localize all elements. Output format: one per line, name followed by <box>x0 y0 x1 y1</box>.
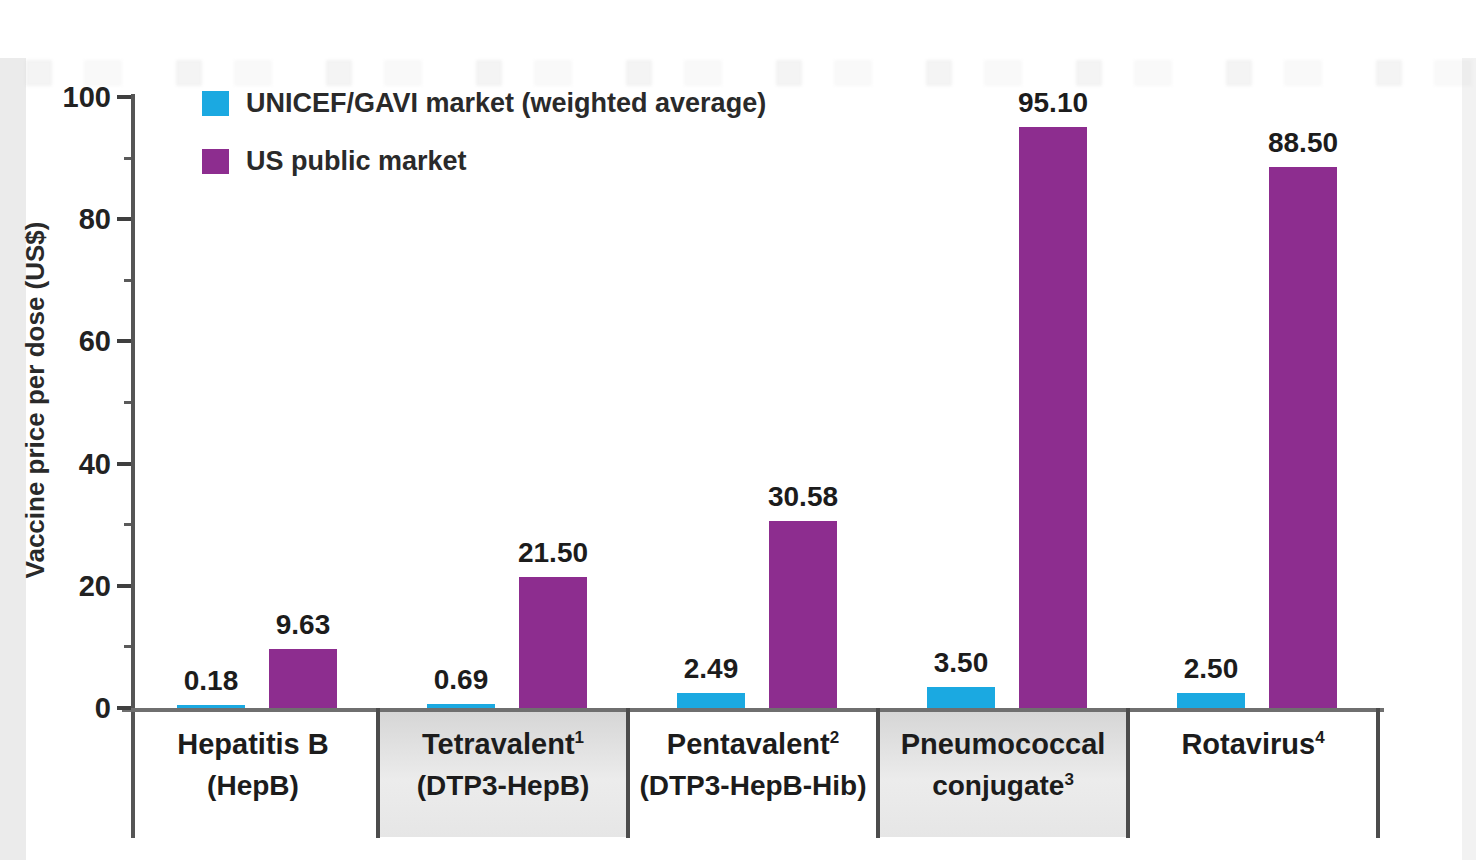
legend-label: US public market <box>246 146 467 177</box>
category-divider-line <box>1126 708 1130 838</box>
bar-unicef-gavi <box>927 687 995 708</box>
bar-value-label: 0.18 <box>141 665 281 697</box>
bar-value-label: 30.58 <box>733 481 873 513</box>
bar-us-public <box>519 577 587 708</box>
category-subname: (DTP3-HepB) <box>417 770 590 801</box>
category-label: Rotavirus4 <box>1128 728 1378 761</box>
legend-item: UNICEF/GAVI market (weighted average) <box>202 88 766 119</box>
category-name: Pentavalent <box>667 728 830 760</box>
bar-value-label: 9.63 <box>233 609 373 641</box>
category-footnote-marker: 1 <box>575 728 584 747</box>
category-divider-line <box>1376 708 1380 838</box>
category-label: Pentavalent2 <box>628 728 878 761</box>
category-subname: conjugate <box>932 770 1064 801</box>
y-tick-label: 20 <box>41 571 111 601</box>
legend-swatch-icon <box>202 91 229 116</box>
bar-unicef-gavi <box>1177 693 1245 708</box>
category-label: Hepatitis B <box>128 728 378 761</box>
category-sublabel: conjugate3 <box>878 770 1128 802</box>
right-margin-strip <box>1462 58 1476 860</box>
category-label: Pneumococcal <box>878 728 1128 761</box>
y-tick-major <box>117 706 131 710</box>
bar-us-public <box>1269 167 1337 708</box>
category-sublabel: (DTP3-HepB-Hib) <box>628 770 878 802</box>
y-tick-major <box>117 217 131 221</box>
y-tick-label: 100 <box>41 82 111 112</box>
category-label: Tetravalent1 <box>378 728 628 761</box>
bar-unicef-gavi <box>427 704 495 708</box>
top-artifact-band <box>26 60 1476 86</box>
bar-value-label: 3.50 <box>891 647 1031 679</box>
y-tick-major <box>117 339 131 343</box>
bar-us-public <box>769 521 837 708</box>
category-sublabel: (HepB) <box>128 770 378 802</box>
category-name: Hepatitis B <box>177 728 328 760</box>
y-tick-minor <box>124 523 131 526</box>
bar-value-label: 2.50 <box>1141 653 1281 685</box>
category-name: Pneumococcal <box>901 728 1106 760</box>
category-box: Rotavirus4 <box>1128 712 1378 837</box>
category-box: Tetravalent1 (DTP3-HepB) <box>378 712 628 837</box>
legend-swatch-icon <box>202 149 229 174</box>
bar-us-public <box>269 649 337 708</box>
bar-us-public <box>1019 127 1087 708</box>
category-footnote-marker: 2 <box>830 728 839 747</box>
bar-value-label: 88.50 <box>1233 127 1373 159</box>
category-box: Pneumococcal conjugate3 <box>878 712 1128 837</box>
bar-unicef-gavi <box>177 705 245 709</box>
category-subname: (HepB) <box>207 770 299 801</box>
legend-label: UNICEF/GAVI market (weighted average) <box>246 88 766 119</box>
y-tick-label: 60 <box>41 326 111 356</box>
category-box: Pentavalent2 (DTP3-HepB-Hib) <box>628 712 878 837</box>
bar-value-label: 0.69 <box>391 664 531 696</box>
y-tick-label: 0 <box>41 693 111 723</box>
category-footnote-marker: 4 <box>1315 728 1324 747</box>
category-name: Rotavirus <box>1181 728 1315 760</box>
y-tick-minor <box>124 645 131 648</box>
y-tick-label: 40 <box>41 449 111 479</box>
y-tick-minor <box>124 157 131 160</box>
legend-item: US public market <box>202 146 467 177</box>
chart-figure: Vaccine price per dose (US$) 02040608010… <box>0 0 1476 860</box>
bar-value-label: 21.50 <box>483 537 623 569</box>
y-tick-major <box>117 462 131 466</box>
category-footnote-marker: 3 <box>1064 770 1073 789</box>
category-divider-line <box>876 708 880 838</box>
y-tick-major <box>117 95 131 99</box>
category-sublabel: (DTP3-HepB) <box>378 770 628 802</box>
bar-value-label: 95.10 <box>983 87 1123 119</box>
y-tick-major <box>117 584 131 588</box>
y-tick-minor <box>124 279 131 282</box>
bar-value-label: 2.49 <box>641 653 781 685</box>
category-divider-line <box>376 708 380 838</box>
category-divider-line <box>626 708 630 838</box>
category-box: Hepatitis B (HepB) <box>128 712 378 837</box>
y-tick-label: 80 <box>41 204 111 234</box>
category-subname: (DTP3-HepB-Hib) <box>639 770 866 801</box>
bar-unicef-gavi <box>677 693 745 708</box>
category-name: Tetravalent <box>422 728 575 760</box>
y-tick-minor <box>124 401 131 404</box>
